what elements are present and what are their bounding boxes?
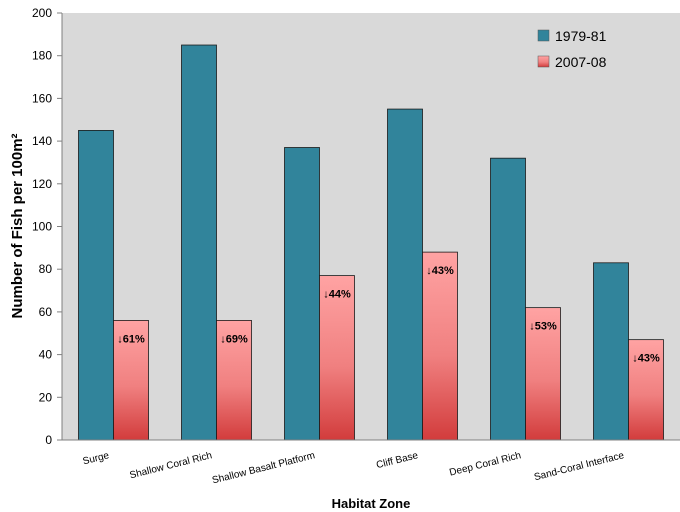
bar-2007-08-cliff-base [422,251,458,441]
bar-2007-08-deep-coral-rich [525,307,561,441]
bar-1979-81-shallow-basalt-platform [284,147,320,441]
bar-2007-08-surge [113,320,149,441]
legend-swatch-2007-08 [537,55,550,68]
bar-2007-08-shallow-basalt-platform [319,275,355,441]
legend-label-1979-81: 1979-81 [555,28,607,44]
y-tick-label: 180 [32,49,52,63]
bar-1979-81-surge [78,130,114,441]
y-tick-label: 100 [32,220,52,234]
x-tick-label: Cliff Base [375,450,419,471]
y-tick-label: 160 [32,91,52,105]
x-tick-label: Surge [82,450,111,467]
bar-data-label: ↓43% [632,353,660,365]
y-tick-label: 40 [39,348,53,362]
bar-1979-81-sand-coral-interface [593,262,629,441]
x-tick-label: Shallow Basalt Platform [211,450,316,486]
bar-data-label: ↓69% [220,333,248,345]
bar-data-label: ↓53% [529,321,557,333]
x-tick-label: Sand-Coral Interface [533,450,626,483]
y-tick-label: 200 [32,6,52,20]
bar-1979-81-cliff-base [387,108,423,441]
bar-1979-81-shallow-coral-rich [181,44,217,441]
y-tick-label: 60 [39,305,53,319]
x-axis-title: Habitat Zone [332,496,411,511]
bar-2007-08-sand-coral-interface [628,339,664,441]
y-tick-label: 20 [39,390,53,404]
bar-data-label: ↓44% [323,289,351,301]
y-tick-label: 140 [32,134,52,148]
legend-label-2007-08: 2007-08 [555,54,607,70]
bar-1979-81-deep-coral-rich [490,157,526,441]
legend: 1979-81 2007-08 [537,28,607,70]
y-tick-label: 80 [39,262,53,276]
y-tick-label: 0 [45,433,52,447]
bar-2007-08-shallow-coral-rich [216,320,252,441]
legend-swatch-1979-81 [537,29,550,42]
x-tick-label: Deep Coral Rich [448,450,522,478]
plot-area [62,13,680,440]
bar-data-label: ↓43% [426,265,454,277]
x-tick-label: Shallow Coral Rich [129,450,214,481]
y-axis-title: Number of Fish per 100m² [9,133,26,318]
y-tick-label: 120 [32,177,52,191]
bar-data-label: ↓61% [117,333,145,345]
